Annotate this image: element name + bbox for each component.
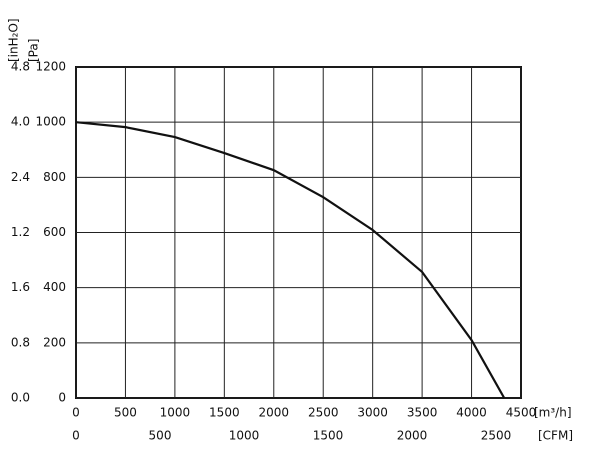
y-tick-label: 1000 bbox=[35, 115, 66, 129]
y-tick-label: 600 bbox=[43, 225, 66, 239]
x2-tick-label: 1000 bbox=[229, 429, 260, 443]
y2-tick-label: 4.0 bbox=[11, 115, 30, 129]
x-tick-label: 3500 bbox=[407, 406, 438, 420]
y-tick-label: 200 bbox=[43, 335, 66, 349]
x2-tick-label: 1500 bbox=[313, 429, 344, 443]
y-tick-label: 1200 bbox=[35, 60, 66, 74]
x-tick-label: 3000 bbox=[357, 406, 388, 420]
x-tick-label: 0 bbox=[72, 406, 80, 420]
y-tick-label: 400 bbox=[43, 280, 66, 294]
x-tick-label: 500 bbox=[114, 406, 137, 420]
y2-axis-label: [inH₂O] bbox=[7, 18, 21, 62]
x2-axis-label: [CFM] bbox=[538, 429, 573, 443]
x-tick-label: 1000 bbox=[160, 406, 191, 420]
y2-tick-label: 0.0 bbox=[11, 391, 30, 405]
x-axis-label: [m³/h] bbox=[534, 406, 572, 420]
y-tick-label: 800 bbox=[43, 170, 66, 184]
y-tick-label: 0 bbox=[58, 391, 66, 405]
y2-tick-label: 0.8 bbox=[11, 335, 30, 349]
x2-tick-label: 2500 bbox=[481, 429, 512, 443]
x-tick-label: 1500 bbox=[209, 406, 240, 420]
y2-tick-label: 2.4 bbox=[11, 170, 30, 184]
x2-tick-label: 0 bbox=[72, 429, 80, 443]
y-axis-label: [Pa] bbox=[27, 39, 41, 62]
x2-tick-label: 500 bbox=[149, 429, 172, 443]
x-tick-label: 4500 bbox=[506, 406, 537, 420]
x-tick-label: 4000 bbox=[456, 406, 487, 420]
x2-tick-label: 2000 bbox=[397, 429, 428, 443]
y2-tick-label: 1.2 bbox=[11, 225, 30, 239]
y2-tick-label: 4.8 bbox=[11, 60, 30, 74]
curve bbox=[75, 121, 506, 399]
x-tick-label: 2000 bbox=[259, 406, 290, 420]
x-tick-label: 2500 bbox=[308, 406, 339, 420]
y2-tick-label: 1.6 bbox=[11, 280, 30, 294]
